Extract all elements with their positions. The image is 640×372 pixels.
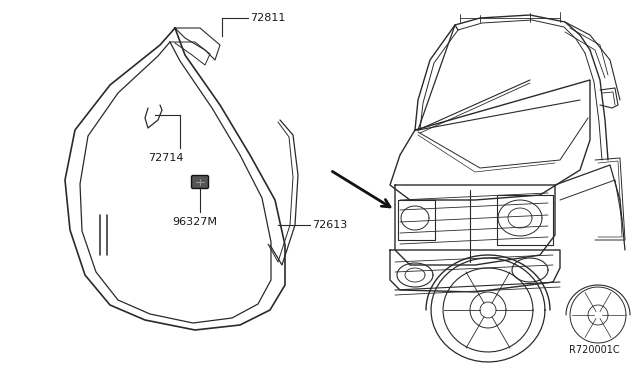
Text: 72811: 72811 bbox=[250, 13, 285, 23]
Text: R720001C: R720001C bbox=[570, 345, 620, 355]
FancyBboxPatch shape bbox=[191, 176, 209, 189]
Text: 72714: 72714 bbox=[148, 153, 184, 163]
Text: 72613: 72613 bbox=[312, 220, 348, 230]
Text: 96327M: 96327M bbox=[173, 217, 218, 227]
